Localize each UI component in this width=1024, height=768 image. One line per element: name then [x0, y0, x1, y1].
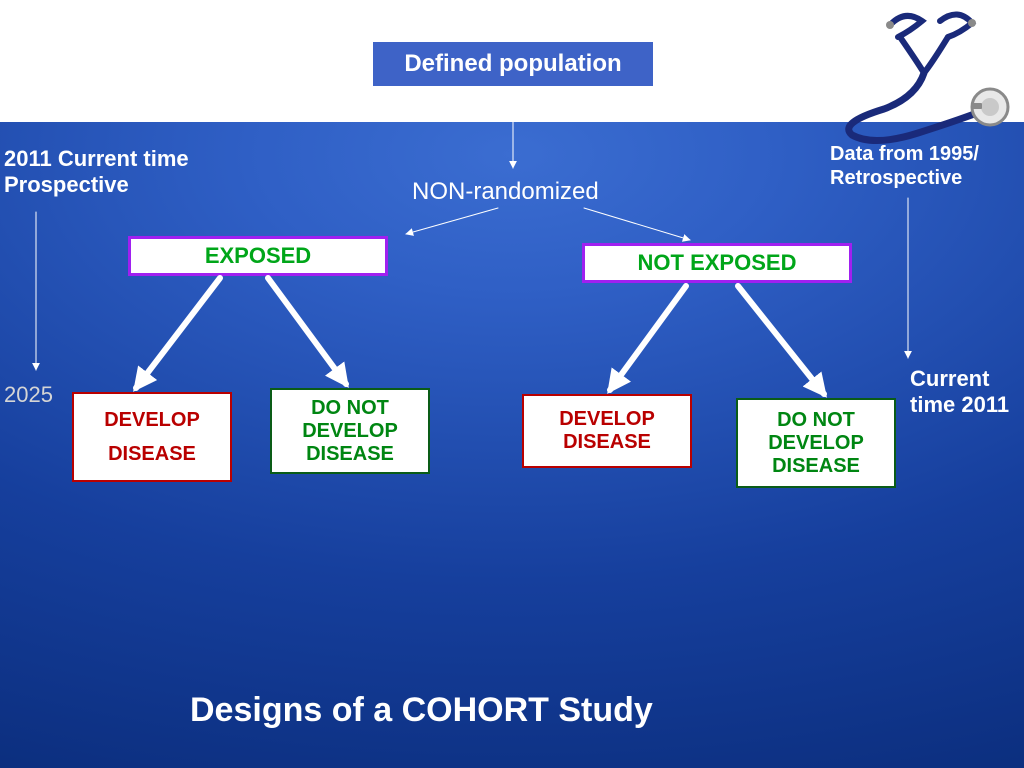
node-label: DEVELOP DISEASE [559, 408, 655, 454]
label-non-randomized: NON-randomized [412, 178, 599, 207]
label-retrospective: Data from 1995/ Retrospective [830, 142, 979, 190]
node-develop-disease-1: DEVELOP DISEASE [72, 392, 232, 482]
node-label: NOT EXPOSED [638, 250, 797, 275]
label-2025: 2025 [4, 382, 53, 408]
node-label: Defined population [404, 50, 621, 78]
node-not-exposed: NOT EXPOSED [582, 243, 852, 283]
label-prospective: 2011 Current time Prospective [4, 146, 189, 199]
node-defined-population: Defined population [373, 42, 653, 86]
node-label: DO NOT DEVELOP DISEASE [302, 397, 398, 466]
node-label: DEVELOP DISEASE [104, 403, 200, 471]
node-donot-develop-2: DO NOT DEVELOP DISEASE [736, 398, 896, 488]
footer-title: Designs of a COHORT Study [190, 690, 653, 731]
label-current-time: Current time 2011 [910, 366, 1009, 419]
node-donot-develop-1: DO NOT DEVELOP DISEASE [270, 388, 430, 474]
node-label: DO NOT DEVELOP DISEASE [768, 409, 864, 478]
node-label: EXPOSED [205, 243, 311, 268]
node-exposed: EXPOSED [128, 236, 388, 276]
node-develop-disease-2: DEVELOP DISEASE [522, 394, 692, 468]
